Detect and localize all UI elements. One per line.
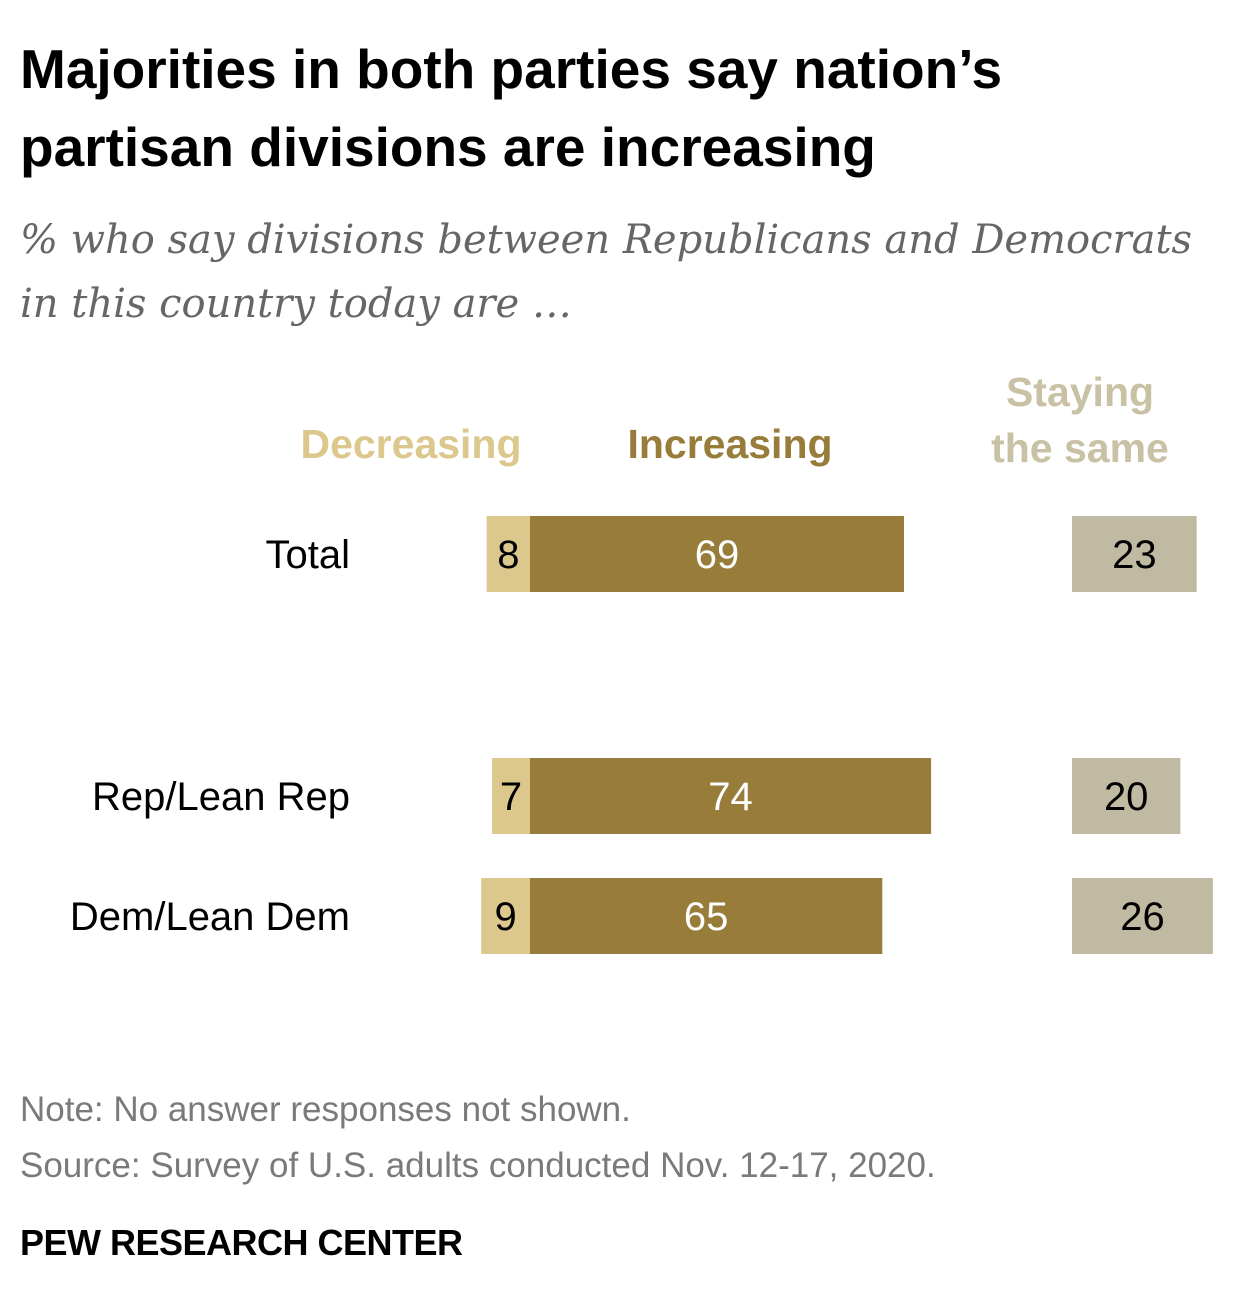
bar-decreasing-dem-lean-dem bbox=[481, 878, 530, 954]
bar-staying-dem-lean-dem bbox=[1072, 878, 1213, 954]
value-label-increasing-dem-lean-dem: 65 bbox=[684, 895, 729, 939]
brand-logo-text: PEW RESEARCH CENTER bbox=[20, 1222, 463, 1263]
value-label-decreasing-rep-lean-rep: 7 bbox=[500, 775, 522, 819]
row-label-rep-lean-rep: Rep/Lean Rep bbox=[92, 775, 350, 819]
value-label-decreasing-dem-lean-dem: 9 bbox=[494, 895, 516, 939]
chart-source: Source: Survey of U.S. adults conducted … bbox=[20, 1146, 936, 1185]
bar-increasing-dem-lean-dem bbox=[530, 878, 883, 954]
row-label-dem-lean-dem: Dem/Lean Dem bbox=[70, 895, 350, 939]
bar-decreasing-total bbox=[486, 516, 530, 592]
value-label-staying-rep-lean-rep: 20 bbox=[1104, 775, 1149, 819]
value-label-staying-total: 23 bbox=[1112, 533, 1157, 577]
value-label-increasing-total: 69 bbox=[695, 533, 740, 577]
bar-staying-rep-lean-rep bbox=[1072, 758, 1181, 834]
chart-subtitle: % who say divisions between Republicans … bbox=[20, 217, 1193, 327]
bar-increasing-total bbox=[530, 516, 904, 592]
chart-note: Note: No answer responses not shown. bbox=[20, 1090, 631, 1129]
row-label-total: Total bbox=[266, 533, 351, 577]
legend-staying-line1: Staying bbox=[1005, 369, 1155, 415]
value-label-staying-dem-lean-dem: 26 bbox=[1120, 895, 1165, 939]
value-label-increasing-rep-lean-rep: 74 bbox=[708, 775, 753, 819]
legend-staying-line2: the same bbox=[991, 425, 1169, 471]
legend-increasing: Increasing bbox=[627, 421, 833, 467]
legend-decreasing: Decreasing bbox=[300, 421, 522, 467]
value-label-decreasing-total: 8 bbox=[497, 533, 519, 577]
bar-decreasing-rep-lean-rep bbox=[492, 758, 530, 834]
bar-staying-total bbox=[1072, 516, 1197, 592]
bar-chart: Total 8 69 23 Rep/Lean Rep 7 74 20 Dem/Lean Dem 9… bbox=[70, 516, 1213, 954]
legend-staying-the-same: Staying the same bbox=[975, 364, 1185, 476]
chart-title: Majorities in both parties say nation’s … bbox=[20, 38, 1003, 178]
bar-increasing-rep-lean-rep bbox=[530, 758, 932, 834]
